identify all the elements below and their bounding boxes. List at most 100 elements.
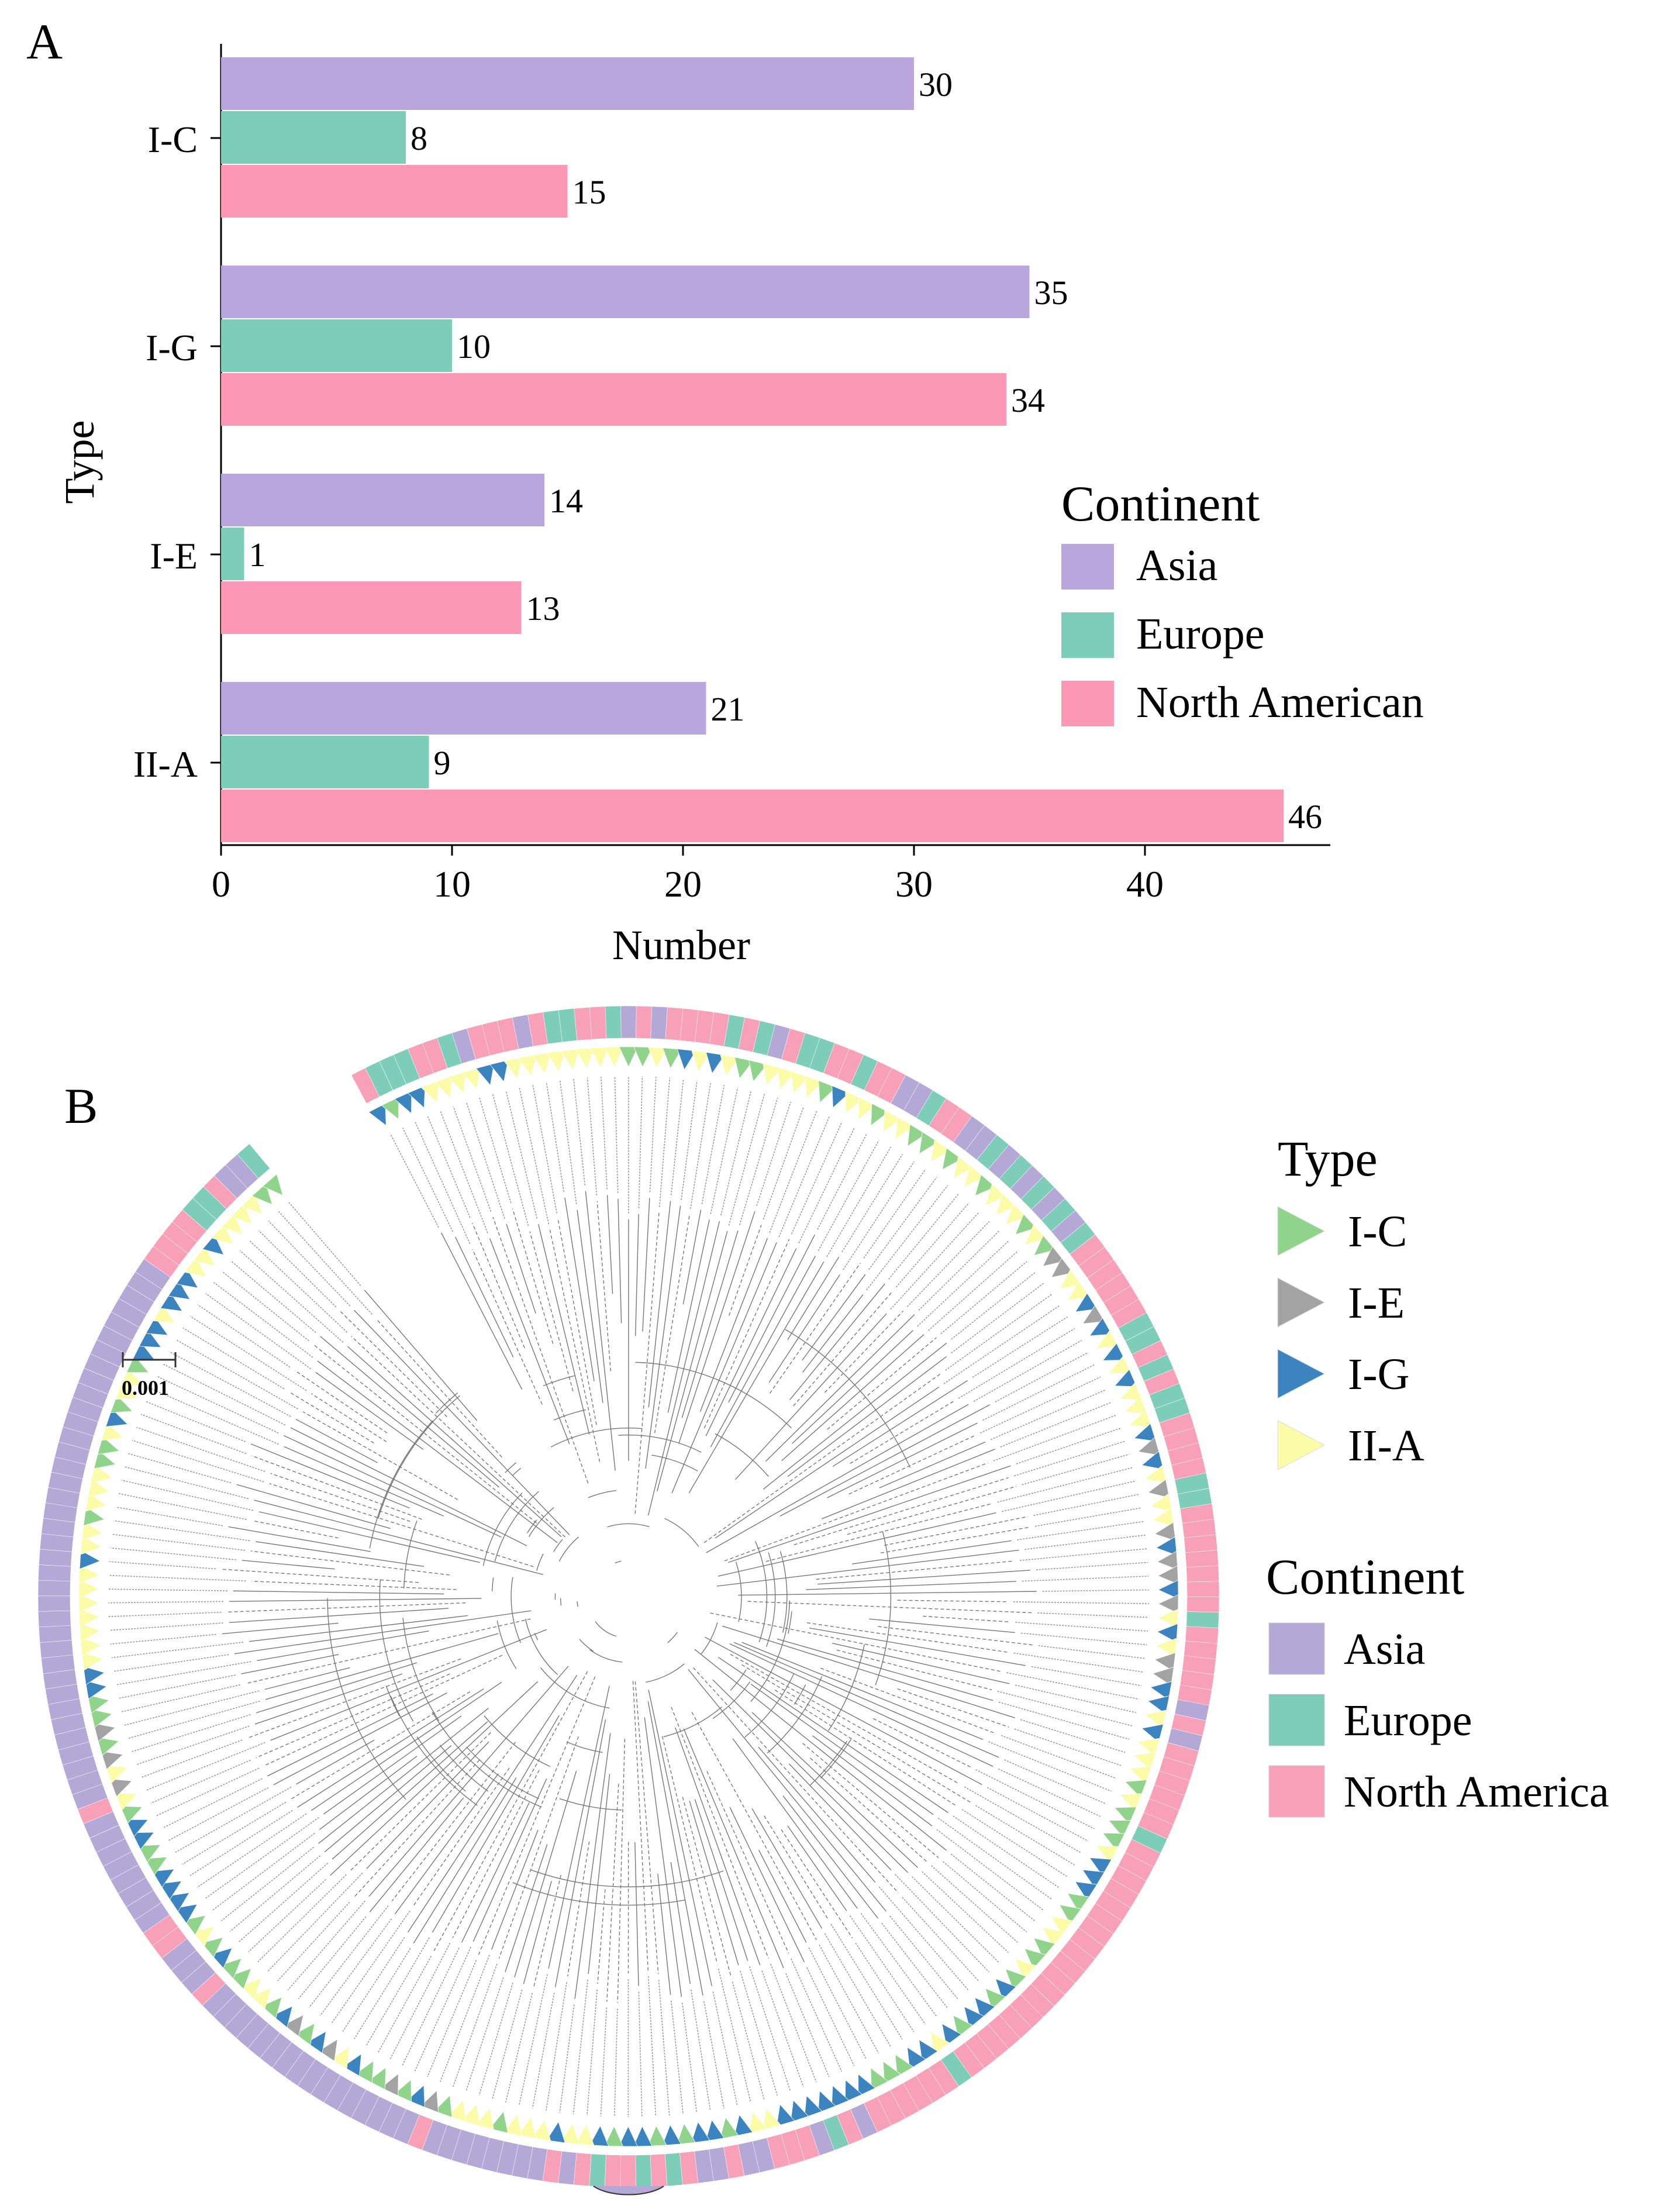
tree-scale-bar: 0.001 — [122, 1352, 177, 1400]
x-tick-label-30: 30 — [895, 863, 933, 905]
tip-label-mark — [951, 1271, 1036, 1340]
type-marker — [83, 1507, 105, 1526]
tree-branch — [320, 1336, 499, 1488]
tip-label-mark — [931, 1865, 1018, 1943]
type-marker — [115, 1792, 138, 1811]
type-marker — [230, 1202, 253, 1225]
type-marker — [575, 1047, 595, 1069]
tree-branch — [391, 1742, 516, 1901]
tip-label-mark — [1015, 1684, 1136, 1714]
tree-branch — [671, 1707, 769, 1959]
tree-branch-arc — [779, 1551, 788, 1633]
tip-label-mark — [118, 1493, 247, 1520]
type-legend-marker-i-g — [1277, 1349, 1326, 1399]
type-marker — [1154, 1652, 1176, 1672]
tree-branch — [781, 1334, 924, 1462]
tip-label-mark — [1013, 1601, 1149, 1604]
legend-label-asia: Asia — [1136, 541, 1217, 590]
tree-branch — [705, 1248, 797, 1436]
type-marker — [1108, 1356, 1132, 1374]
type-marker — [97, 1436, 120, 1455]
y-tick-label-ii-a: II-A — [133, 743, 198, 785]
tip-label-mark — [906, 1221, 990, 1307]
bar-chart: 30 8 15 I-C 35 10 34 I-G 14 1 13 I-E 21 9 46 II-A 0 10 20 3… — [56, 44, 1424, 968]
tree-branch — [681, 1231, 739, 1418]
tree-branch — [319, 1756, 418, 1831]
bar-i-c-europe — [221, 111, 406, 164]
tree-branch — [645, 1205, 681, 1469]
type-marker — [489, 2111, 509, 2133]
tip-label-mark — [109, 1622, 223, 1631]
type-marker — [1119, 1793, 1143, 1812]
tip-label-mark — [518, 1974, 548, 2106]
tip-label-mark — [492, 1094, 529, 1226]
tip-label-mark — [546, 1083, 565, 1192]
tree-branch — [492, 1216, 589, 1484]
tip-label-mark — [986, 1787, 1089, 1842]
tree-branch — [671, 1242, 777, 1494]
tree-branch-arc — [416, 1736, 466, 1792]
type-marker — [662, 2124, 682, 2146]
tree-branch — [789, 1763, 892, 1871]
type-marker — [1150, 1493, 1172, 1513]
type-marker — [941, 1147, 963, 1170]
tree-legend-swatch-asia — [1268, 1622, 1325, 1675]
type-marker — [96, 1737, 120, 1756]
tip-label-mark — [175, 1786, 292, 1853]
tree-legend-label-north-america: North America — [1344, 1767, 1609, 1817]
tip-label-mark — [182, 1327, 285, 1390]
bar-i-g-north-american — [221, 373, 1006, 426]
tree-branch — [264, 1667, 350, 1690]
tree-branch-arc — [436, 1393, 458, 1414]
type-marker — [1024, 1224, 1047, 1246]
type-marker — [240, 1977, 262, 2000]
tip-label-mark — [465, 1977, 504, 2091]
ring-root-marker — [593, 2186, 664, 2195]
tip-label-mark — [287, 1900, 365, 1991]
type-marker — [633, 1046, 653, 1068]
tree-branch — [729, 1807, 805, 1963]
type-marker — [1157, 1608, 1179, 1629]
tree-branch — [722, 1625, 1016, 1718]
tree-branch — [661, 1736, 717, 1963]
tip-label-mark — [249, 1240, 348, 1333]
x-tick-label-0: 0 — [212, 863, 230, 905]
tree-branch — [716, 1549, 1019, 1587]
type-marker — [1152, 1507, 1174, 1527]
tip-label-mark — [124, 1466, 249, 1500]
type-marker — [1150, 1681, 1172, 1701]
tip-label-mark — [573, 1078, 586, 1185]
tree-branch — [654, 1214, 690, 1433]
tree-branch — [850, 1401, 954, 1464]
tree-branch-arc — [553, 1409, 586, 1421]
bar-ii-a-north-american — [221, 790, 1284, 842]
tree-branch — [554, 1719, 606, 1987]
type-marker — [126, 1354, 149, 1373]
tip-label-mark — [1004, 1759, 1106, 1805]
tip-label-mark — [806, 1967, 855, 2066]
type-marker — [1015, 1214, 1037, 1235]
tree-branch — [822, 1449, 995, 1519]
tree-branch — [730, 1653, 960, 1784]
type-marker — [1137, 1738, 1160, 1757]
tip-label-mark — [1006, 1672, 1139, 1700]
tip-label-mark — [863, 1169, 926, 1259]
type-marker — [705, 1052, 725, 1074]
tree-branch — [567, 1841, 590, 1977]
type-marker — [318, 2039, 338, 2062]
continent-ring-segment — [574, 1007, 592, 1041]
type-marker — [953, 1156, 974, 1179]
tip-label-mark — [132, 1714, 251, 1752]
tree-branch — [472, 1249, 543, 1405]
tree-legend-swatch-europe — [1268, 1694, 1325, 1746]
tip-label-mark — [1031, 1666, 1142, 1687]
type-marker — [532, 1052, 551, 1074]
type-marker — [78, 1593, 100, 1613]
tree-branch — [505, 1844, 548, 1972]
tree-branch — [635, 1214, 639, 1336]
tip-label-mark — [895, 1202, 970, 1288]
type-marker — [870, 2067, 889, 2091]
tree-branch — [706, 1404, 969, 1553]
type-marker — [1152, 1666, 1174, 1686]
tree-branch — [765, 1314, 915, 1462]
